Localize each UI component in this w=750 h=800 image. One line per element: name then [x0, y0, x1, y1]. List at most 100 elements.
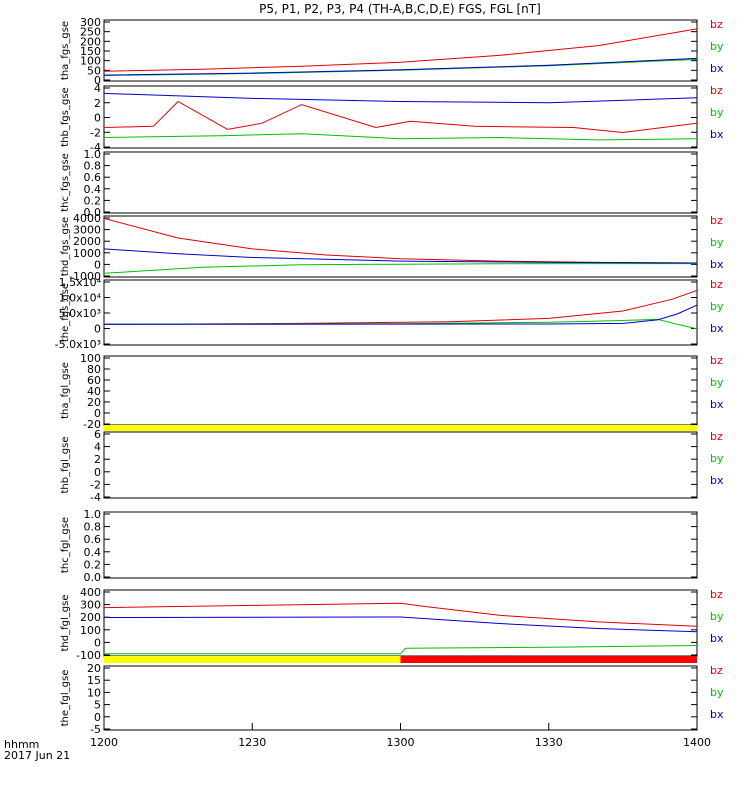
y-tick-label: 300 [80, 599, 101, 612]
series-bx-line [104, 57, 697, 76]
y-tick-label: 0 [94, 112, 101, 125]
x-tick-label: 1300 [387, 736, 415, 749]
legend-by: by [710, 300, 724, 313]
panel-frame [103, 355, 698, 426]
y-axis-label: the_fgs_gse [60, 283, 71, 342]
series-bz-line [104, 100, 697, 134]
series-group [104, 602, 697, 655]
legend-bx: bx [710, 258, 724, 271]
y-tick-label: 20 [87, 662, 101, 675]
flag-bar [400, 656, 697, 663]
y-axis-label: the_fgl_gse [60, 670, 71, 727]
panel-thc_fgs_gse: 0.00.20.40.60.81.0 thc_fgs_gse [60, 148, 698, 219]
panel-frame [103, 19, 698, 82]
y-tick-label: 400 [80, 586, 101, 599]
time-axis-label: hhmm [4, 738, 39, 751]
y-tick-label: 100 [80, 55, 101, 68]
y-tick-label: 0.0 [84, 206, 102, 219]
y-tick-label: 1.5x10⁴ [59, 276, 102, 289]
x-tick-label: 1230 [238, 736, 266, 749]
y-tick-label: 2 [94, 97, 101, 110]
legend-bx: bx [710, 708, 724, 721]
y-axis-label: thb_fgl_gse [60, 437, 71, 494]
y-tick-label: 0 [94, 466, 101, 479]
legend-by: by [710, 376, 724, 389]
legend-bx: bx [710, 62, 724, 75]
series-bz-line [104, 28, 697, 72]
y-tick-label: 0.8 [84, 160, 102, 173]
legend-by: by [710, 686, 724, 699]
x-axis: 1200 1230 1300 1330 1400 [90, 723, 711, 749]
legend-bx: bx [710, 322, 724, 335]
y-tick-label: 0.4 [84, 546, 102, 559]
legend-by: by [710, 452, 724, 465]
y-tick-label: 0.4 [84, 183, 102, 196]
legend-by: by [710, 610, 724, 623]
panel-frame [103, 151, 698, 214]
y-tick-label: 0.6 [84, 533, 102, 546]
y-tick-label: -4 [90, 491, 101, 504]
series-bz-line [104, 217, 697, 264]
y-tick-label: -100 [76, 649, 101, 662]
y-tick-label: 250 [80, 26, 101, 39]
y-tick-label: 1.0 [84, 508, 102, 521]
y-tick-label: 15 [87, 674, 101, 687]
y-tick-label: 0.8 [84, 521, 102, 534]
panel-thc_fgl_gse: 0.00.20.40.60.81.0 thc_fgl_gse [60, 508, 698, 584]
legend-by: by [710, 236, 724, 249]
y-tick-label: 5 [94, 699, 101, 712]
figure-title: P5, P1, P2, P3, P4 (TH-A,B,C,D,E) FGS, F… [259, 2, 541, 16]
legend-bz: bz [710, 430, 723, 443]
flag-bar [104, 656, 401, 663]
y-tick-label: 150 [80, 45, 101, 58]
y-tick-label: 0.2 [84, 194, 102, 207]
legend-bz: bz [710, 214, 723, 227]
y-tick-label: 50 [87, 64, 101, 77]
panel-frame [103, 215, 698, 278]
series-group [104, 28, 697, 76]
y-tick-label: 4 [94, 441, 101, 454]
y-tick-label: -5 [90, 723, 101, 736]
legend-bz: bz [710, 354, 723, 367]
y-axis-label: thd_fgs_gse [60, 217, 71, 276]
y-tick-label: 2000 [73, 235, 101, 248]
legend-by: by [710, 106, 724, 119]
series-bx-line [104, 248, 697, 264]
y-tick-label: 0 [94, 74, 101, 87]
y-tick-label: 80 [87, 363, 101, 376]
legend-by: by [710, 40, 724, 53]
panel-thb_fgs_gse: -4 -20 2 4 thb_fgs_gse bz by bx [60, 82, 724, 154]
y-tick-label: -20 [83, 418, 101, 431]
series-group [104, 289, 697, 330]
legend-bz: bz [710, 278, 723, 291]
series-group [104, 217, 697, 274]
y-tick-label: 1000 [73, 247, 101, 260]
legend-bz: bz [710, 664, 723, 677]
y-tick-label: 3000 [73, 224, 101, 237]
y-tick-label: 4000 [73, 212, 101, 225]
y-tick-label: 0 [94, 323, 101, 336]
y-tick-label: 0 [94, 711, 101, 724]
y-axis-label: thb_fgs_gse [60, 87, 71, 146]
y-tick-label: 0 [94, 636, 101, 649]
y-tick-label: -2 [90, 478, 101, 491]
legend-bx: bx [710, 474, 724, 487]
y-axis-label: thc_fgl_gse [60, 517, 71, 573]
series-by-line [104, 645, 697, 655]
y-tick-label: 60 [87, 374, 101, 387]
panel-frame [103, 431, 698, 499]
y-tick-label: 6 [94, 428, 101, 441]
y-tick-label: 100 [80, 352, 101, 365]
panel-the_fgs_gse: -5.0x10³ 0 5.0x10³ 1.0x10⁴ 1.5x10⁴the_fgs_gs… [55, 276, 724, 351]
series-group [104, 92, 697, 141]
series-bx-line [104, 304, 697, 325]
y-tick-label: 100 [80, 624, 101, 637]
legend-bx: bx [710, 128, 724, 141]
y-tick-label: 20 [87, 396, 101, 409]
